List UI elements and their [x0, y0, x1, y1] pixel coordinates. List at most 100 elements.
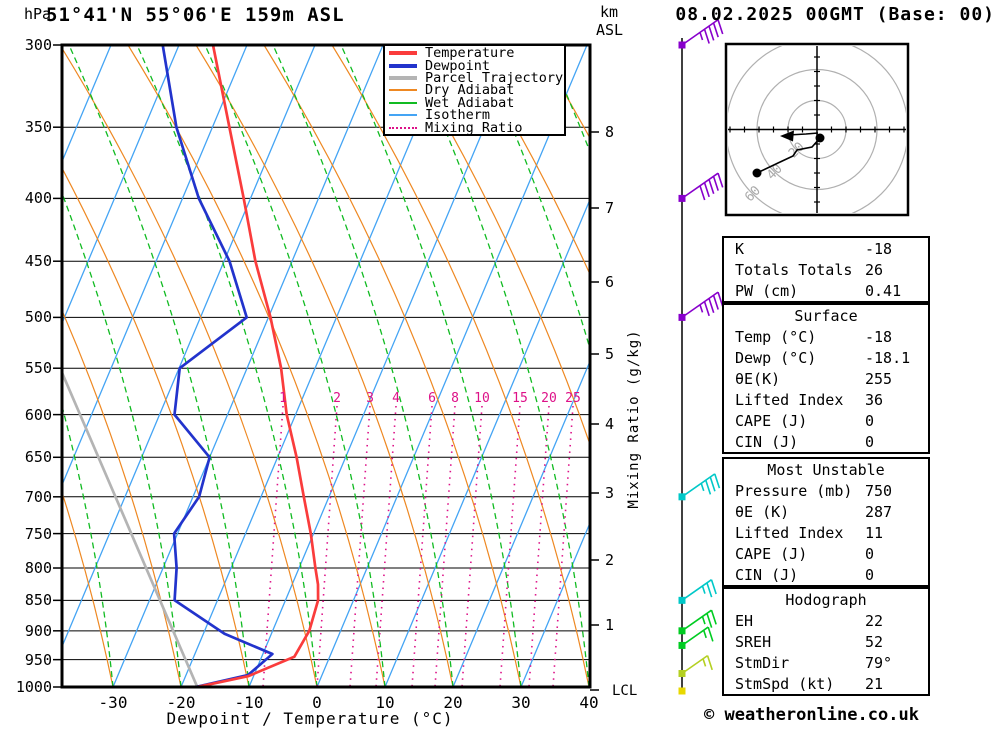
pressure-tick-label: 550	[24, 359, 52, 377]
legend-line-sample	[389, 75, 419, 80]
panel-row-label: CAPE (J)	[735, 411, 808, 430]
mixing-ratio-label: 10	[474, 391, 490, 406]
altitude-axis-unit-km: km	[600, 3, 619, 21]
pressure-tick-label: 700	[24, 488, 52, 506]
km-tick-label: 3	[605, 484, 615, 502]
mixing-ratio-label: 1	[279, 391, 287, 406]
panel-row: SREH 52	[724, 631, 928, 652]
pressure-tick-label: 650	[24, 448, 52, 466]
legend-line-sample	[389, 114, 419, 117]
legend-item-label: Wet Adiabat	[425, 94, 515, 111]
pressure-tick-label: 1000	[15, 678, 52, 696]
km-tick-label: 7	[605, 199, 615, 217]
pressure-tick-label: 600	[24, 406, 52, 424]
panel-row-value: 750	[865, 481, 893, 500]
panel-row-value: 0.41	[865, 281, 902, 300]
pressure-tick-label: 400	[24, 189, 52, 207]
legend-item: Temperature	[389, 46, 564, 60]
mixing-ratio-label: 3	[366, 391, 374, 406]
pressure-tick-label: 900	[24, 622, 52, 640]
right-axis-title: Mixing Ratio (g/kg)	[626, 329, 642, 509]
panel-row: Pressure (mb) 750	[724, 480, 928, 501]
km-tick-label: 6	[605, 273, 615, 291]
pressure-tick-label: 450	[24, 252, 52, 270]
panel-row-label: Lifted Index	[735, 390, 844, 409]
pressure-axis-unit: hPa	[24, 5, 52, 23]
pressure-tick-label: 950	[24, 651, 52, 669]
mixing-ratio-label: 6	[428, 391, 436, 406]
panel-row-value: 11	[865, 523, 884, 542]
panel-row-label: K	[735, 239, 745, 258]
panel-row-label: Totals Totals	[735, 260, 853, 279]
panel-section: Hodograph EH 22 SREH 52 StmDir 79° StmSpd (kt) 2…	[722, 587, 930, 696]
panel-row-label: CAPE (J)	[735, 544, 808, 563]
x-axis-title: Dewpoint / Temperature (°C)	[166, 709, 454, 728]
panel-row-value: 26	[865, 260, 884, 279]
panel-row: K -18	[724, 238, 928, 259]
panel-row-label: Lifted Index	[735, 523, 844, 542]
mixing-ratio-label: 20	[541, 391, 557, 406]
lcl-label: LCL	[612, 683, 638, 699]
panel-row: θE(K) 255	[724, 368, 928, 389]
legend-item: Mixing Ratio	[389, 121, 564, 134]
mixing-ratio-label: 25	[565, 391, 581, 406]
datetime-header: 08.02.2025 00GMT (Base: 00)	[675, 4, 995, 25]
panel-row: CAPE (J) 0	[724, 410, 928, 431]
panel-row: CIN (J) 0	[724, 431, 928, 452]
legend-item: Wet Adiabat	[389, 94, 564, 111]
sounding-profiles	[62, 45, 320, 687]
temperature-tick-label: -30	[98, 693, 128, 712]
panel-row-value: 21	[865, 674, 884, 693]
panel-row-value: 79°	[865, 653, 893, 672]
panel-row-value: 36	[865, 390, 884, 409]
panel-row-label: StmDir	[735, 653, 790, 672]
temperature-tick-label: -10	[234, 693, 264, 712]
panel-row: Dewp (°C) -18.1	[724, 347, 928, 368]
panel-row-label: PW (cm)	[735, 281, 799, 300]
panel-row-label: StmSpd (kt)	[735, 674, 835, 693]
panel-section-header: Hodograph	[785, 590, 867, 609]
plot-frame	[53, 43, 599, 691]
pressure-tick-label: 500	[24, 308, 52, 326]
pressure-tick-label: 300	[24, 36, 52, 54]
km-tick-label: 4	[605, 415, 615, 433]
panel-row: EH 22	[724, 610, 928, 631]
km-tick-label: 5	[605, 345, 615, 363]
panel-section: Surface Temp (°C) -18 Dewp (°C) -18.1 θE(K) 25…	[722, 303, 930, 454]
panel-row-label: EH	[735, 611, 754, 630]
panel-section: Most Unstable Pressure (mb) 750 θE (K) 287 Li…	[722, 457, 930, 587]
temperature-tick-label: 10	[375, 693, 395, 712]
page-title: 51°41'N 55°06'E 159m ASL	[46, 4, 345, 26]
temperature-tick-label: 20	[443, 693, 463, 712]
panel-row-label: CIN (J)	[735, 565, 799, 584]
km-tick-label: 8	[605, 123, 615, 141]
legend-item: Isotherm	[389, 107, 564, 124]
km-tick-label: 1	[605, 616, 615, 634]
panel-row-value: -18	[865, 239, 893, 258]
panel-section-header: Surface	[794, 306, 858, 325]
temperature-tick-label: 0	[312, 693, 322, 712]
pressure-tick-label: 850	[24, 591, 52, 609]
panel-row-value: 0	[865, 544, 875, 563]
altitude-axis-unit-asl: ASL	[596, 21, 624, 39]
panel-row-value: 287	[865, 502, 893, 521]
panel-row: CAPE (J) 0	[724, 543, 928, 564]
temperature-tick-label: 30	[511, 693, 531, 712]
legend-item-label: Parcel Trajectory	[425, 69, 564, 86]
legend-item-label: Isotherm	[425, 107, 491, 124]
panel-row-label: SREH	[735, 632, 772, 651]
panel-row-value: 52	[865, 632, 884, 651]
panel-row-value: 255	[865, 369, 893, 388]
km-tick-label: 2	[605, 551, 615, 569]
panel-row-value: 0	[865, 565, 875, 584]
panel-section-header: Most Unstable	[767, 460, 885, 479]
legend-line-sample	[389, 51, 419, 56]
mixing-ratio-label: 4	[392, 391, 400, 406]
legend-item-label: Dewpoint	[425, 57, 491, 74]
panel-row-value: -18	[865, 327, 893, 346]
panel-row-value: 0	[865, 432, 875, 451]
panel-row: PW (cm) 0.41	[724, 280, 928, 301]
legend-item-label: Dry Adiabat	[425, 82, 515, 99]
panel-row-label: Temp (°C)	[735, 327, 817, 346]
